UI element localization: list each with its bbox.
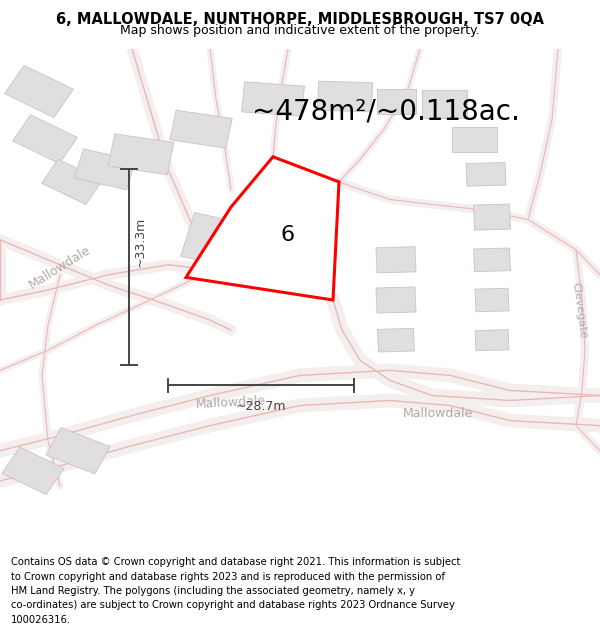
Bar	[473, 248, 511, 272]
Bar	[377, 89, 416, 114]
Bar	[46, 428, 110, 474]
Text: ~478m²/~0.118ac.: ~478m²/~0.118ac.	[252, 98, 520, 126]
Bar	[466, 162, 506, 186]
Bar	[2, 447, 64, 494]
Bar	[5, 66, 73, 118]
Bar	[13, 115, 77, 164]
Bar	[242, 82, 304, 116]
Text: Mallowdale: Mallowdale	[196, 394, 266, 411]
Bar	[317, 81, 373, 112]
Text: Map shows position and indicative extent of the property.: Map shows position and indicative extent…	[120, 24, 480, 36]
Bar	[170, 110, 232, 148]
Bar	[376, 247, 416, 273]
Bar	[421, 90, 467, 118]
Bar	[473, 204, 511, 230]
Bar	[475, 329, 509, 351]
Text: Mallowdale: Mallowdale	[27, 243, 93, 291]
Bar	[376, 287, 416, 313]
Bar	[41, 159, 103, 204]
Bar	[74, 149, 136, 190]
Text: 6: 6	[280, 224, 295, 244]
Bar	[181, 213, 287, 277]
Polygon shape	[186, 157, 339, 300]
Text: 6, MALLOWDALE, NUNTHORPE, MIDDLESBROUGH, TS7 0QA: 6, MALLOWDALE, NUNTHORPE, MIDDLESBROUGH,…	[56, 12, 544, 27]
Text: Clevegate: Clevegate	[570, 281, 588, 339]
Text: ~33.3m: ~33.3m	[133, 217, 146, 268]
Bar	[475, 288, 509, 312]
Bar	[108, 134, 174, 175]
Text: ~28.7m: ~28.7m	[236, 401, 286, 414]
Text: Contains OS data © Crown copyright and database right 2021. This information is : Contains OS data © Crown copyright and d…	[11, 557, 460, 625]
Text: Mallowdale: Mallowdale	[403, 406, 473, 419]
Bar	[452, 127, 497, 152]
Bar	[377, 328, 415, 352]
